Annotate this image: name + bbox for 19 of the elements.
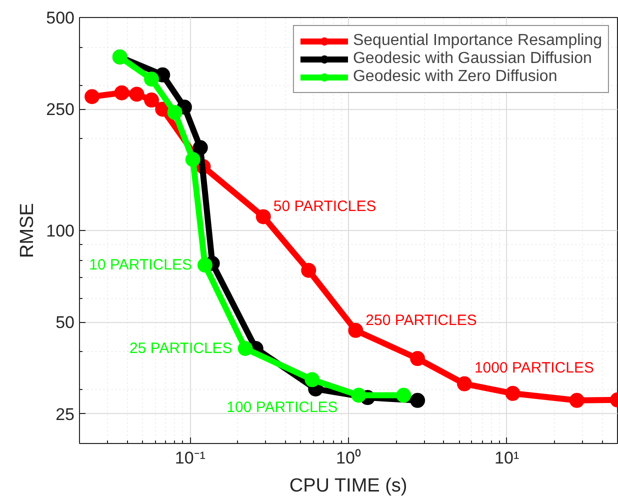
annotation: 1000 PARTICLES [474,359,594,376]
legend-label: Geodesic with Gaussian Diffusion [352,50,592,68]
y-tick-label: 100 [46,222,75,240]
annotation: 100 PARTICLES [226,399,338,416]
x-tick-label: 10¹ [494,448,520,468]
y-tick-label: 50 [56,313,75,332]
x-tick-label: 10⁻¹ [174,448,206,468]
y-axis-title: RMSE [17,203,38,258]
y-tick-label: 25 [56,404,75,424]
annotation: 50 PARTICLES [273,198,376,216]
y-tick-label: 500 [46,8,75,28]
annotation: 250 PARTICLES [366,312,477,329]
legend-label: Geodesic with Zero Diffusion [352,68,558,86]
x-axis-title: CPU TIME (s) [289,476,408,496]
legend-label: Sequential Importance Resampling [352,32,602,50]
x-tick-label: 10⁰ [336,448,361,468]
annotation: 25 PARTICLES [129,340,232,357]
annotation: 10 PARTICLES [89,256,192,274]
y-tick-label: 250 [46,100,75,120]
